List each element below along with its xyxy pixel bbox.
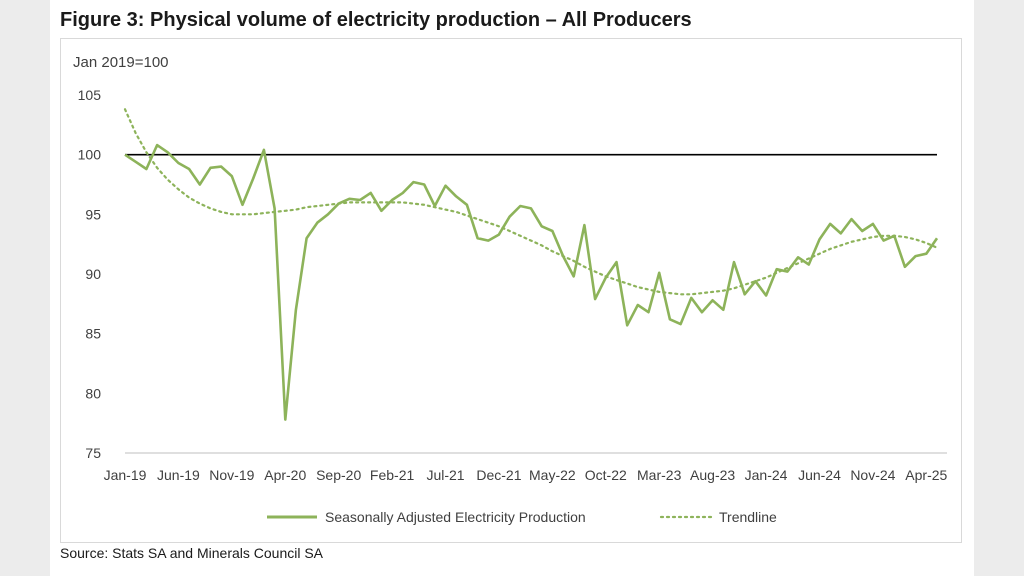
y-axis-unit-label: Jan 2019=100 (73, 54, 169, 71)
y-tick-label: 95 (85, 206, 101, 222)
x-tick-label: Jan-24 (745, 467, 788, 483)
x-tick-label: Apr-25 (905, 467, 947, 483)
y-tick-label: 105 (78, 87, 102, 103)
x-tick-label: Jun-19 (157, 467, 200, 483)
x-tick-label: Mar-23 (637, 467, 682, 483)
y-tick-label: 90 (85, 266, 101, 282)
x-tick-label: Nov-24 (850, 467, 895, 483)
trendline-series (123, 108, 939, 296)
y-tick-label: 75 (85, 445, 101, 461)
x-tick-label: Jun-24 (798, 467, 841, 483)
x-tick-label: May-22 (529, 467, 576, 483)
source-note: Source: Stats SA and Minerals Council SA (60, 545, 324, 561)
chart-area: Jan 2019=100 75 80 85 90 95 100 105 Jan-19 Jun-1… (60, 38, 962, 543)
y-tick-label: 80 (85, 385, 101, 401)
line-chart: Jan 2019=100 75 80 85 90 95 100 105 Jan-19 Jun-1… (73, 54, 948, 525)
y-tick-label: 85 (85, 326, 101, 342)
x-tick-label: Feb-21 (370, 467, 415, 483)
production-series-line (124, 143, 939, 421)
legend-label-production: Seasonally Adjusted Electricity Producti… (325, 509, 586, 525)
figure-title: Figure 3: Physical volume of electricity… (60, 9, 692, 31)
x-tick-label: Oct-22 (585, 467, 627, 483)
x-tick-label: Nov-19 (209, 467, 254, 483)
y-tick-label: 100 (78, 147, 102, 163)
x-tick-label: Apr-20 (264, 467, 306, 483)
x-tick-label: Sep-20 (316, 467, 361, 483)
x-tick-label: Jul-21 (426, 467, 464, 483)
x-tick-label: Dec-21 (476, 467, 521, 483)
legend-label-trendline: Trendline (719, 509, 777, 525)
x-tick-label: Aug-23 (690, 467, 735, 483)
x-tick-label: Jan-19 (104, 467, 147, 483)
